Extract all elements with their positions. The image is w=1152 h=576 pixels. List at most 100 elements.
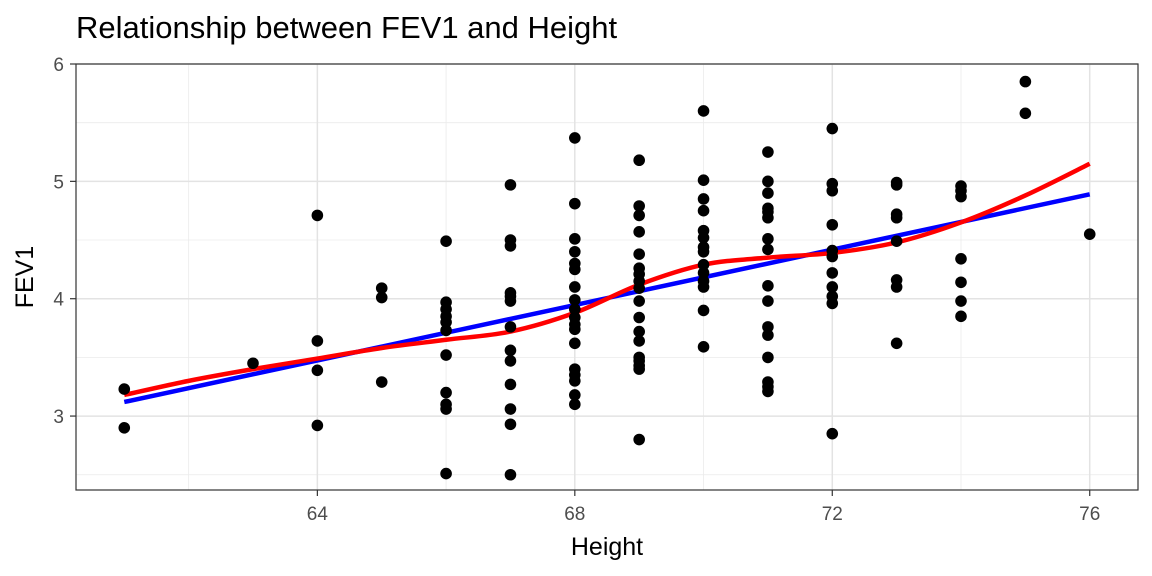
data-point [440, 349, 452, 361]
data-point [504, 468, 517, 481]
data-point [569, 281, 581, 293]
data-point [569, 132, 581, 144]
data-point [826, 184, 839, 197]
loess-fit-line [123, 161, 1091, 398]
data-point [890, 235, 903, 248]
y-axis-title: FEV1 [11, 246, 39, 309]
data-point [504, 378, 517, 391]
x-tick-label: 64 [307, 504, 329, 525]
data-point [826, 267, 839, 279]
plot-border [75, 63, 1139, 491]
data-point [440, 235, 452, 248]
data-point [826, 427, 839, 440]
data-point [697, 258, 710, 271]
data-point [955, 253, 967, 265]
data-point [955, 295, 967, 307]
data-point [890, 337, 903, 350]
data-point [569, 197, 581, 210]
data-point [762, 280, 774, 292]
data-point [311, 419, 324, 432]
data-point [504, 321, 517, 333]
data-point [311, 364, 324, 377]
data-point [504, 179, 517, 191]
data-point [375, 282, 388, 294]
data-point [762, 187, 774, 199]
minor-gridlines [76, 64, 1138, 490]
x-tick-label: 76 [1079, 504, 1100, 525]
data-point [762, 295, 774, 307]
data-point [697, 245, 710, 258]
plot-area [75, 63, 1139, 491]
data-point [569, 233, 581, 245]
data-point [440, 403, 452, 415]
data-point [697, 231, 710, 244]
data-point [633, 200, 645, 212]
data-point [504, 355, 517, 367]
data-point [697, 193, 710, 205]
data-point [697, 174, 710, 186]
data-point [697, 281, 710, 293]
data-point [762, 385, 774, 398]
data-point [311, 335, 324, 347]
data-point [697, 204, 710, 217]
x-tick-label: 72 [822, 504, 843, 525]
data-point [890, 281, 903, 293]
data-point [826, 250, 839, 263]
data-point [633, 311, 645, 324]
y-tick-label: 5 [53, 172, 64, 193]
data-point [762, 351, 774, 364]
data-points [118, 75, 1096, 481]
y-tick-label: 4 [53, 290, 64, 311]
data-point [1019, 75, 1032, 88]
data-point [826, 122, 839, 135]
data-point [440, 324, 452, 337]
data-point [311, 209, 324, 222]
data-point [633, 248, 645, 260]
data-point [633, 154, 645, 167]
data-point [955, 190, 967, 203]
data-point [762, 175, 774, 188]
data-point [955, 310, 967, 323]
fit-lines [123, 161, 1091, 405]
data-point [440, 316, 452, 328]
x-axis-ticks: 64 68 72 76 [307, 490, 1100, 525]
data-point [504, 403, 517, 415]
data-point [633, 209, 645, 222]
data-point [633, 335, 645, 347]
data-point [762, 321, 774, 333]
chart-title: Relationship between FEV1 and Height [76, 10, 618, 45]
data-point [826, 218, 839, 231]
data-point [569, 389, 581, 401]
data-point [762, 211, 774, 224]
data-point [569, 398, 581, 411]
data-point [247, 357, 259, 370]
data-point [762, 146, 774, 158]
data-point [118, 422, 131, 434]
data-point [890, 179, 903, 191]
data-point [569, 303, 581, 316]
data-point [569, 375, 581, 387]
plot-background [76, 64, 1138, 490]
data-point [633, 433, 645, 446]
data-point [697, 105, 710, 117]
data-point [440, 386, 452, 399]
data-point [569, 263, 581, 276]
data-point [633, 325, 645, 338]
data-point [762, 233, 774, 245]
data-point [375, 291, 388, 304]
data-point [633, 226, 645, 238]
data-point [697, 267, 710, 279]
data-point [633, 363, 645, 375]
data-point [569, 323, 581, 336]
data-point [762, 243, 774, 256]
data-point [504, 418, 517, 431]
data-point [1083, 228, 1096, 240]
data-point [633, 295, 645, 307]
y-tick-label: 3 [53, 407, 64, 428]
data-point [762, 329, 774, 341]
data-point [633, 282, 645, 294]
x-tick-label: 68 [564, 504, 585, 525]
y-axis-ticks: 3 4 5 6 [53, 55, 76, 428]
data-point [375, 376, 388, 388]
